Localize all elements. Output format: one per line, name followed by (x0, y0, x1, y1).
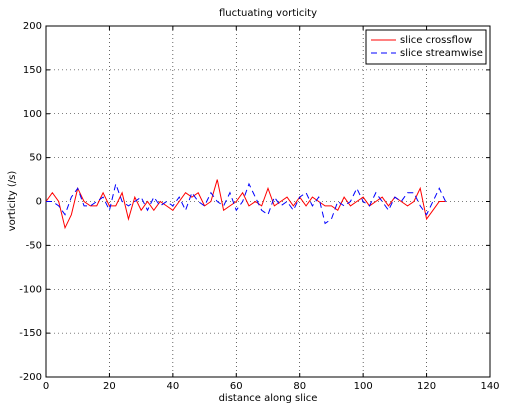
y-tick-label: 100 (23, 109, 42, 120)
y-tick-label: -150 (19, 328, 42, 339)
x-tick-label: 80 (293, 381, 306, 392)
x-tick-label: 0 (43, 381, 49, 392)
x-tick-label: 100 (354, 381, 373, 392)
x-axis-label: distance along slice (219, 393, 318, 404)
plot-area (46, 26, 490, 377)
x-tick-label: 20 (103, 381, 116, 392)
y-tick-label: 150 (23, 65, 42, 76)
x-tick-label: 140 (480, 381, 499, 392)
y-tick-label: -50 (26, 240, 42, 251)
y-tick-label: -100 (19, 284, 42, 295)
chart-title: fluctuating vorticity (219, 8, 317, 19)
x-tick-label: 40 (166, 381, 179, 392)
y-axis-label: vorticity (/s) (7, 171, 18, 232)
x-tick-label: 60 (230, 381, 243, 392)
y-tick-label: 0 (36, 197, 42, 208)
line-series (46, 182, 447, 225)
legend-box (365, 29, 487, 65)
y-tick-label: 200 (23, 21, 42, 32)
y-tick-label: 50 (29, 153, 42, 164)
legend-label: slice streamwise (400, 48, 483, 59)
legend-label: slice crossflow (400, 35, 472, 46)
y-tick-label: -200 (19, 372, 42, 383)
x-tick-label: 120 (417, 381, 436, 392)
line-series (45, 179, 446, 230)
